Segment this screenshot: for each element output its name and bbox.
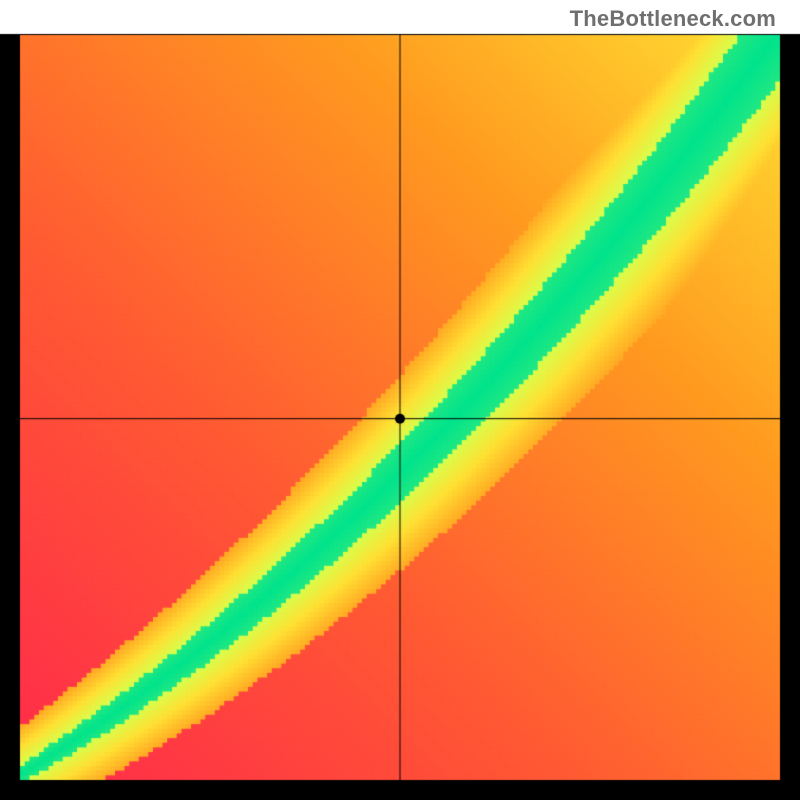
watermark-text: TheBottleneck.com	[570, 6, 776, 32]
heatmap-canvas	[0, 0, 800, 800]
chart-container: TheBottleneck.com	[0, 0, 800, 800]
